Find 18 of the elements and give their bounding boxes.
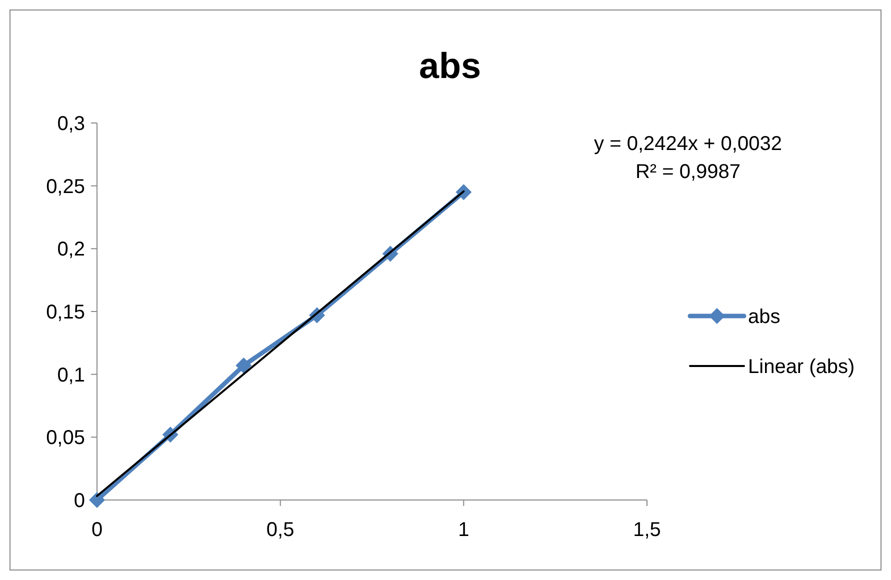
annotation: R² = 0,9987 <box>635 161 741 183</box>
point <box>236 358 252 374</box>
x-tick-label: 1,5 <box>633 519 661 541</box>
x-tick-label: 0 <box>91 519 103 541</box>
point <box>89 492 105 508</box>
annotation: y = 0,2424x + 0,0032 <box>594 133 782 155</box>
y-tick-label: 0,25 <box>46 176 85 198</box>
legend-label: Linear (abs) <box>748 356 855 378</box>
x-tick-label: 1 <box>458 519 470 541</box>
y-tick-label: 0,2 <box>57 238 85 261</box>
legend-label: abs <box>748 306 780 328</box>
y-tick-label: 0,1 <box>57 364 85 386</box>
x-tick-label: 0,5 <box>266 519 294 541</box>
y-tick-label: 0,05 <box>46 427 85 450</box>
y-tick-label: 0,15 <box>46 302 85 324</box>
y-tick-label: 0 <box>74 490 85 512</box>
y-tick-label: 0,3 <box>57 113 85 135</box>
chart-title: abs <box>418 45 482 86</box>
